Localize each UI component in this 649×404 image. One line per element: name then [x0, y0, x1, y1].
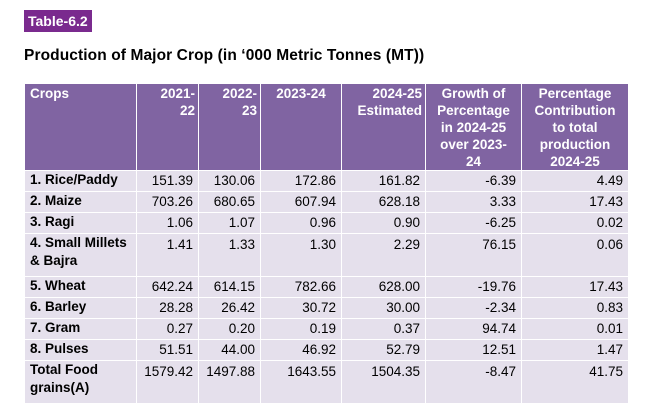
table-row: 5. Wheat 642.24 614.15 782.66 628.00 -19.76 17…: [24, 276, 629, 298]
value-cell-contribution: 17.43: [521, 191, 629, 213]
table-row: 4. Small Millets & Bajra 1.41 1.33 1.30 2.29…: [24, 233, 629, 277]
value-cell-contribution: 0.06: [521, 233, 629, 277]
crop-name-cell: Total Food grains(A): [24, 360, 137, 404]
table-row: 7. Gram 0.27 0.20 0.19 0.37 94.74 0.01: [24, 318, 629, 340]
value-cell-growth: -6.25: [425, 212, 522, 234]
value-cell-v3: 172.86: [260, 170, 342, 192]
header-percentage-contribution: Percentage Contribution to total production…: [521, 84, 629, 171]
header-2023-24: 2023-24: [260, 84, 342, 171]
value-cell-contribution: 0.01: [521, 318, 629, 340]
value-cell-v1: 51.51: [136, 339, 199, 361]
value-cell-v3: 607.94: [260, 191, 342, 213]
value-cell-v4: 2.29: [341, 233, 426, 277]
crop-name-cell: 5. Wheat: [24, 276, 137, 298]
value-cell-growth: 76.15: [425, 233, 522, 277]
header-2022-23: 2022- 23: [198, 84, 261, 171]
value-cell-v3: 0.19: [260, 318, 342, 340]
value-cell-growth: -2.34: [425, 297, 522, 319]
value-cell-v4: 0.37: [341, 318, 426, 340]
value-cell-v2: 680.65: [198, 191, 261, 213]
value-cell-v3: 30.72: [260, 297, 342, 319]
value-cell-growth: -19.76: [425, 276, 522, 298]
header-growth-percentage: Growth of Percentage in 2024-25 over 2023- 2…: [425, 84, 522, 171]
header-2021-22: 2021- 22: [136, 84, 199, 171]
value-cell-v1: 28.28: [136, 297, 199, 319]
value-cell-v3: 1643.55: [260, 360, 342, 404]
value-cell-v2: 44.00: [198, 339, 261, 361]
value-cell-v2: 1.33: [198, 233, 261, 277]
crop-name-cell: 8. Pulses: [24, 339, 137, 361]
table-row: 2. Maize 703.26 680.65 607.94 628.18 3.33 17.4…: [24, 191, 629, 213]
value-cell-v2: 1.07: [198, 212, 261, 234]
value-cell-contribution: 0.83: [521, 297, 629, 319]
value-cell-v1: 1.06: [136, 212, 199, 234]
value-cell-v2: 1497.88: [198, 360, 261, 404]
value-cell-v4: 0.90: [341, 212, 426, 234]
value-cell-v1: 0.27: [136, 318, 199, 340]
value-cell-v4: 628.00: [341, 276, 426, 298]
value-cell-growth: -8.47: [425, 360, 522, 404]
crop-name-cell: 3. Ragi: [24, 212, 137, 234]
value-cell-v2: 614.15: [198, 276, 261, 298]
table-title: Production of Major Crop (in ‘000 Metric…: [24, 47, 425, 64]
value-cell-growth: -6.39: [425, 170, 522, 192]
table-label: Table-6.2: [24, 10, 92, 32]
value-cell-v4: 161.82: [341, 170, 426, 192]
value-cell-contribution: 1.47: [521, 339, 629, 361]
value-cell-contribution: 0.02: [521, 212, 629, 234]
crop-name-cell: 7. Gram: [24, 318, 137, 340]
crop-name-cell: 6. Barley: [24, 297, 137, 319]
value-cell-contribution: 41.75: [521, 360, 629, 404]
table-row: 3. Ragi 1.06 1.07 0.96 0.90 -6.25 0.02: [24, 212, 629, 234]
table-row: 8. Pulses 51.51 44.00 46.92 52.79 12.51 1.47: [24, 339, 629, 361]
value-cell-v2: 0.20: [198, 318, 261, 340]
header-row: Crops 2021- 22 2022- 23 2023-24 2024-25 Est…: [24, 84, 629, 171]
value-cell-v3: 1.30: [260, 233, 342, 277]
value-cell-v4: 52.79: [341, 339, 426, 361]
crop-name-cell: 2. Maize: [24, 191, 137, 213]
table-row: Total Food grains(A) 1579.42 1497.88 1643.5…: [24, 360, 629, 404]
crop-name-cell: 1. Rice/Paddy: [24, 170, 137, 192]
table-row: 1. Rice/Paddy 151.39 130.06 172.86 161.82 -6.…: [24, 170, 629, 192]
value-cell-v2: 26.42: [198, 297, 261, 319]
value-cell-v2: 130.06: [198, 170, 261, 192]
crop-name-cell: 4. Small Millets & Bajra: [24, 233, 137, 277]
value-cell-growth: 12.51: [425, 339, 522, 361]
value-cell-v3: 0.96: [260, 212, 342, 234]
crop-production-table: Crops 2021- 22 2022- 23 2023-24 2024-25 Est…: [24, 84, 629, 404]
value-cell-v1: 703.26: [136, 191, 199, 213]
header-crops: Crops: [24, 84, 137, 171]
value-cell-v1: 1.41: [136, 233, 199, 277]
header-2024-25-estimated: 2024-25 Estimated: [341, 84, 426, 171]
value-cell-v1: 151.39: [136, 170, 199, 192]
value-cell-v1: 1579.42: [136, 360, 199, 404]
value-cell-v3: 782.66: [260, 276, 342, 298]
value-cell-v3: 46.92: [260, 339, 342, 361]
value-cell-v4: 628.18: [341, 191, 426, 213]
value-cell-v4: 30.00: [341, 297, 426, 319]
value-cell-contribution: 17.43: [521, 276, 629, 298]
value-cell-growth: 3.33: [425, 191, 522, 213]
value-cell-contribution: 4.49: [521, 170, 629, 192]
table-row: 6. Barley 28.28 26.42 30.72 30.00 -2.34 0.83: [24, 297, 629, 319]
value-cell-v1: 642.24: [136, 276, 199, 298]
value-cell-growth: 94.74: [425, 318, 522, 340]
value-cell-v4: 1504.35: [341, 360, 426, 404]
